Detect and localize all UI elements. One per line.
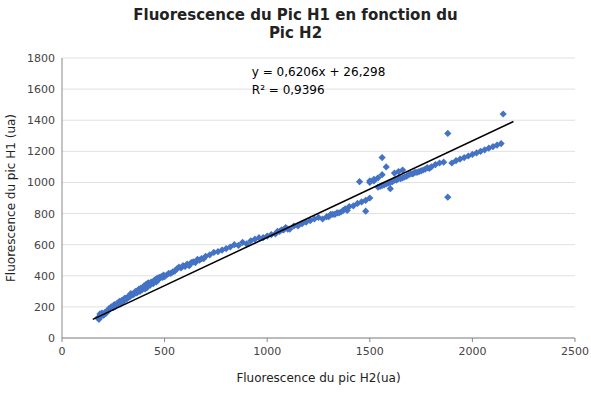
point — [444, 194, 451, 201]
annotation: y = 0,6206x + 26,298 — [252, 65, 386, 79]
grid-line — [62, 244, 575, 245]
x-tick-label: 2500 — [561, 345, 589, 358]
point — [500, 110, 507, 117]
grid-line — [62, 182, 575, 183]
x-tick — [472, 338, 473, 342]
annotation: R² = 0,9396 — [252, 83, 325, 97]
x-tick — [164, 338, 165, 342]
scatter-series — [94, 110, 506, 323]
point — [379, 171, 386, 178]
x-tick — [267, 338, 268, 342]
point — [498, 140, 505, 147]
point — [379, 154, 386, 161]
x-tick — [575, 338, 576, 342]
y-tick-label: 200 — [34, 301, 55, 314]
y-tick-label: 800 — [34, 208, 55, 221]
y-tick-label: 1200 — [27, 145, 55, 158]
y-tick-label: 400 — [34, 270, 55, 283]
point — [440, 159, 447, 166]
point — [370, 176, 377, 183]
x-tick-label: 1500 — [356, 345, 384, 358]
chart: 0 200 400 600 800 1000 1200 1400 1600 1800 0 500 100… — [0, 0, 591, 394]
x-tick-label: 500 — [154, 345, 175, 358]
point — [444, 130, 451, 137]
grid-line — [62, 338, 575, 339]
x-tick-label: 2000 — [458, 345, 486, 358]
y-axis-label: Fluorescence du pic H1 (ua) — [4, 114, 18, 282]
x-axis — [62, 338, 575, 339]
x-tick-label: 1000 — [253, 345, 281, 358]
plot-area — [93, 110, 514, 323]
page: {"chart_data": { "type": "scatter", "tit… — [0, 0, 591, 394]
point — [383, 163, 390, 170]
title: Fluorescence du Pic H1 en fonction duPic… — [133, 6, 457, 42]
title-line: Fluorescence du Pic H1 en fonction du — [133, 6, 457, 24]
y-tick-label: 1000 — [27, 176, 55, 189]
grid-line — [62, 151, 575, 152]
grid-line — [62, 306, 575, 307]
point — [366, 194, 373, 201]
y-tick-label: 1600 — [27, 83, 55, 96]
grid-line — [62, 275, 575, 276]
y-axis — [62, 58, 63, 338]
point — [362, 208, 369, 215]
point — [356, 178, 363, 185]
title-line: Pic H2 — [269, 24, 322, 42]
x-tick — [369, 338, 370, 342]
y-tick-label: 0 — [48, 332, 55, 345]
grid-line — [62, 120, 575, 121]
grid — [62, 58, 575, 338]
trend-line — [93, 122, 514, 320]
y-tick-label: 1400 — [27, 114, 55, 127]
grid-line — [62, 58, 575, 59]
x-tick-label: 0 — [59, 345, 66, 358]
y-tick-label: 600 — [34, 239, 55, 252]
x-axis-label: Fluorescence du pic H2(ua) — [236, 371, 400, 385]
y-tick-label: 1800 — [27, 52, 55, 65]
x-tick — [62, 338, 63, 342]
